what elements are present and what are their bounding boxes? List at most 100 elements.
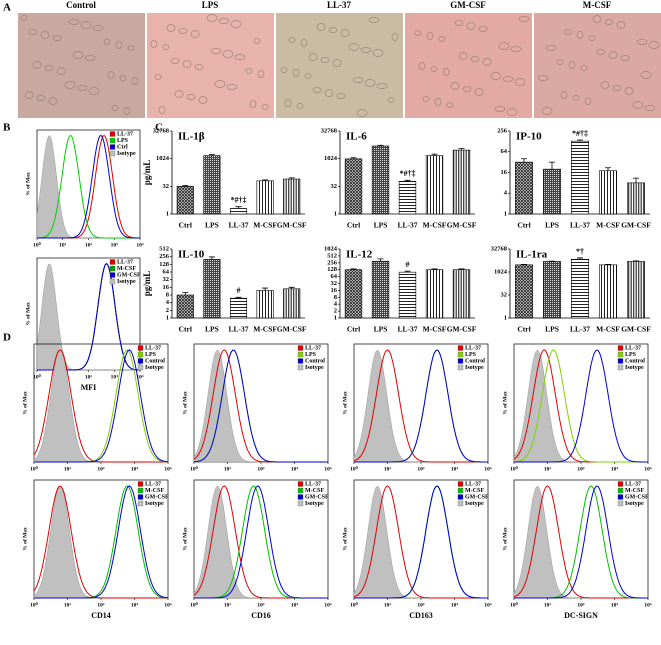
x-tick-label: GM-CSF (447, 325, 477, 334)
error-bar (208, 154, 215, 156)
cell (446, 102, 454, 108)
x-tick-label: 10² (577, 602, 585, 608)
x-tick-label: 10³ (131, 466, 139, 472)
legend-label: LL-37 (305, 345, 321, 351)
x-tick-label: 10⁰ (510, 601, 519, 608)
x-tick-label: 10² (85, 374, 93, 380)
legend-label: LL-37 (117, 259, 133, 265)
micrograph-label: M-CSF (583, 0, 612, 10)
cell (222, 50, 234, 58)
cell (320, 57, 330, 63)
bar (283, 178, 301, 215)
cell (182, 60, 192, 68)
cell (596, 49, 606, 55)
cell (450, 82, 460, 90)
cell (103, 39, 111, 45)
x-tick-label: 10³ (611, 466, 619, 472)
y-axis-label: % of Max (342, 391, 348, 415)
legend-swatch (617, 500, 624, 507)
cell (592, 15, 602, 23)
x-tick-label: M-CSF (423, 221, 447, 230)
x-tick-label: LL-37 (228, 325, 248, 334)
legend-swatch (297, 364, 304, 371)
y-tick-label: 32768 (153, 127, 170, 134)
cell (328, 27, 338, 33)
y-tick-label: 256 (497, 127, 508, 134)
legend-swatch (137, 345, 144, 351)
bar (452, 269, 471, 319)
cell (466, 22, 476, 30)
cell (72, 51, 84, 59)
x-tick-label: LL-37 (570, 325, 590, 334)
x-tick-label: Ctrl (517, 221, 530, 230)
x-tick-label: LPS (205, 221, 219, 230)
error-bar (377, 144, 384, 147)
legend-swatch (109, 150, 116, 157)
error-bar (235, 206, 242, 209)
legend-label: Ctrl (117, 144, 128, 150)
y-tick-label: 64 (163, 268, 170, 275)
y-tick-label: 512 (159, 245, 169, 252)
legend-swatch (457, 358, 464, 364)
x-tick-label: GM-CSF (621, 325, 651, 334)
error-bar (377, 258, 384, 262)
bar (571, 258, 589, 319)
cell (616, 21, 626, 29)
cell (360, 47, 372, 53)
cell (123, 107, 131, 115)
legend-swatch (617, 364, 624, 371)
bar (256, 180, 274, 215)
cell (576, 31, 584, 39)
histogram-curve (34, 485, 169, 599)
y-axis-label: % of Max (502, 391, 508, 415)
legend-label: Isotype (625, 365, 644, 371)
x-tick-label: Ctrl (347, 325, 360, 334)
cell (162, 44, 170, 50)
legend-label: M-CSF (625, 488, 644, 494)
x-tick-label: 10⁴ (644, 602, 652, 608)
x-tick-label: LPS (374, 325, 388, 334)
histogram-curve (514, 349, 648, 463)
bar (176, 186, 194, 215)
cell (198, 96, 208, 104)
cell (391, 33, 399, 41)
bar (599, 264, 617, 319)
x-tick-label: 10⁴ (136, 374, 144, 380)
x-tick-label: Ctrl (347, 221, 360, 230)
legend-label: Isotype (145, 365, 164, 371)
legend-label: Isotype (465, 501, 484, 507)
significance-label: *#†‡ (572, 129, 588, 138)
y-axis-label: % of Max (22, 391, 28, 415)
bar (398, 271, 417, 319)
panel-label: D (3, 332, 11, 344)
x-tick-label: LPS (205, 325, 219, 334)
y-tick-label: 4 (166, 299, 170, 306)
cell (245, 68, 253, 74)
bar (344, 158, 363, 215)
cell (620, 55, 630, 61)
cell (470, 56, 480, 62)
y-tick-label: 1 (334, 314, 337, 321)
chart-title: IL-12 (346, 249, 373, 261)
x-tick-label: Ctrl (179, 325, 192, 334)
chart-title: IL-1ra (516, 249, 548, 261)
legend-label: Isotype (625, 501, 644, 507)
cell (604, 19, 614, 25)
x-tick-label: 10⁴ (324, 602, 332, 608)
x-tick-label: 10⁴ (136, 242, 144, 248)
x-tick-label: 10⁰ (350, 465, 359, 472)
legend-label: Isotype (465, 365, 484, 371)
cell (636, 39, 648, 45)
legend-swatch (137, 487, 144, 494)
error-bar (577, 257, 583, 260)
cell (498, 42, 510, 50)
y-tick-label: 1024 (324, 155, 338, 162)
significance-label: # (237, 286, 241, 295)
y-tick-label: 64 (331, 273, 338, 280)
x-tick-label: 10² (257, 602, 265, 608)
y-tick-label: 16 (331, 287, 338, 294)
cell (612, 85, 622, 91)
y-tick-label: 256 (327, 259, 338, 266)
legend-label: Isotype (145, 501, 164, 507)
